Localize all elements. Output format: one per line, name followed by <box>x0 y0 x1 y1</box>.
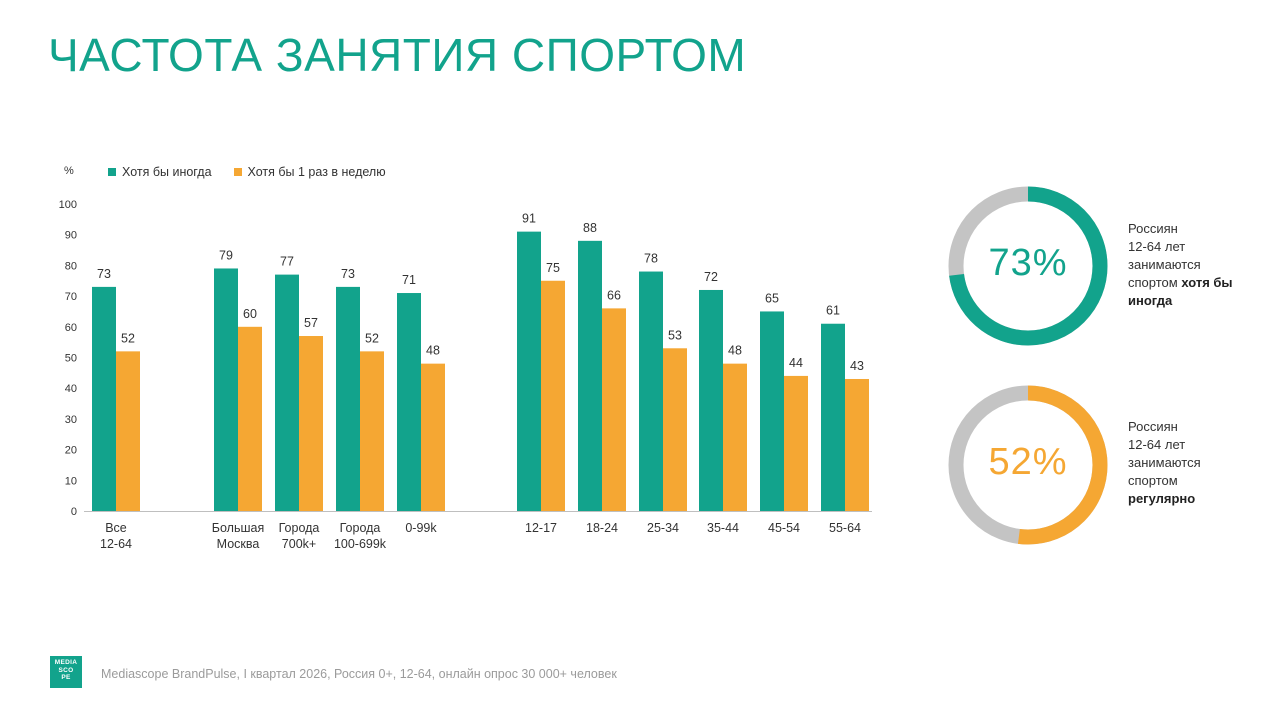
donut-2-caption: Россиян 12-64 лет занимаются спортом рег… <box>1128 418 1238 508</box>
data-label-series-1: 65 <box>765 291 779 305</box>
data-label-series-2: 48 <box>426 344 440 358</box>
data-label-series-1: 77 <box>280 255 294 269</box>
y-tick-label: 80 <box>65 260 77 272</box>
bar-series-1 <box>214 268 238 511</box>
x-tick-label: 100-699k <box>334 537 387 551</box>
data-label-series-1: 78 <box>644 252 658 266</box>
donut-1-caption-line: занимаются <box>1128 257 1201 272</box>
bar-series-2 <box>663 348 687 511</box>
bar-series-1 <box>397 293 421 511</box>
legend-label-series-1: Хотя бы иногда <box>122 165 212 179</box>
bar-series-1 <box>517 231 541 511</box>
data-label-series-1: 88 <box>583 221 597 235</box>
bar-series-2 <box>116 351 140 511</box>
data-label-series-1: 73 <box>97 267 111 281</box>
x-tick-label: 0-99k <box>405 521 437 535</box>
donut-2-caption-line: Россиян <box>1128 419 1178 434</box>
legend-label-series-2: Хотя бы 1 раз в неделю <box>247 165 386 179</box>
data-label-series-2: 57 <box>304 316 318 330</box>
data-label-series-1: 79 <box>219 248 233 262</box>
x-tick-label: 700k+ <box>282 537 316 551</box>
y-tick-label: 70 <box>65 291 77 303</box>
mediascope-logo: MEDIA SCO PE <box>50 656 82 688</box>
bar-series-2 <box>238 326 262 511</box>
data-label-series-1: 71 <box>402 273 416 287</box>
y-tick-label: 0 <box>71 506 77 518</box>
y-axis-unit-label: % <box>64 165 74 177</box>
legend-item-series-2: Хотя бы 1 раз в неделю <box>233 165 386 179</box>
donut-1-value-arc <box>948 186 1108 346</box>
x-tick-label: Москва <box>217 537 260 551</box>
chart-legend: Хотя бы иногда Хотя бы 1 раз в неделю <box>108 165 386 179</box>
page-title: ЧАСТОТА ЗАНЯТИЯ СПОРТОМ <box>48 29 747 81</box>
data-label-series-2: 48 <box>728 344 742 358</box>
y-tick-label: 50 <box>65 353 77 365</box>
y-tick-label: 30 <box>65 414 77 426</box>
bar-series-1 <box>275 274 299 511</box>
donut-2-caption-line: 12-64 лет <box>1128 437 1186 452</box>
bar-series-2 <box>602 308 626 511</box>
bar-series-1 <box>639 271 663 511</box>
x-tick-label: 18-24 <box>586 521 618 535</box>
x-tick-label: Все <box>105 521 127 535</box>
donut-1-caption-line: 12-64 лет <box>1128 239 1186 254</box>
donut-2-value-arc <box>948 385 1108 545</box>
y-tick-label: 60 <box>65 322 77 334</box>
donut-2-caption-bold: регулярно <box>1128 491 1196 506</box>
x-tick-label: Города <box>340 521 381 535</box>
data-label-series-2: 53 <box>668 328 682 342</box>
bar-series-1 <box>699 289 723 511</box>
donut-1-caption: Россиян 12-64 лет занимаются спортом хот… <box>1128 220 1238 310</box>
donut-2-caption-line: спортом <box>1128 473 1178 488</box>
donut-1-percent-label: 73% <box>988 242 1068 284</box>
donut-2-caption-line: занимаются <box>1128 455 1201 470</box>
x-tick-label: 55-64 <box>829 521 861 535</box>
donut-1-caption-line: Россиян <box>1128 221 1178 236</box>
y-tick-label: 40 <box>65 383 77 395</box>
x-tick-label: Большая <box>212 521 264 535</box>
footer-source: Mediascope BrandPulse, I квартал 2026, Р… <box>101 667 617 681</box>
x-tick-label: Города <box>279 521 320 535</box>
y-tick-label: 100 <box>59 199 77 211</box>
data-label-series-2: 43 <box>850 359 864 373</box>
donut-1-caption-bold: хотя бы иногда <box>1128 275 1233 308</box>
y-tick-label: 10 <box>65 475 77 487</box>
bar-series-1 <box>336 286 360 511</box>
data-label-series-2: 52 <box>365 331 379 345</box>
x-tick-label: 12-64 <box>100 537 132 551</box>
bar-series-2 <box>360 351 384 511</box>
x-tick-label: 12-17 <box>525 521 557 535</box>
donut-1-caption-line: спортом <box>1128 275 1182 290</box>
data-label-series-2: 75 <box>546 261 560 275</box>
data-label-series-1: 72 <box>704 270 718 284</box>
x-tick-label: 45-54 <box>768 521 800 535</box>
data-label-series-2: 52 <box>121 331 135 345</box>
bar-series-2 <box>845 378 869 511</box>
bar-series-2 <box>541 280 565 511</box>
data-label-series-1: 91 <box>522 212 536 226</box>
donut-2-percent-label: 52% <box>988 441 1068 483</box>
bar-series-1 <box>92 286 116 511</box>
x-tick-label: 25-34 <box>647 521 679 535</box>
data-label-series-1: 61 <box>826 304 840 318</box>
y-tick-label: 90 <box>65 230 77 242</box>
bar-series-1 <box>821 323 845 511</box>
y-tick-label: 20 <box>65 445 77 457</box>
bar-series-2 <box>784 375 808 511</box>
bar-series-1 <box>760 311 784 511</box>
bar-series-2 <box>421 363 445 511</box>
bar-series-1 <box>578 240 602 511</box>
data-label-series-1: 73 <box>341 267 355 281</box>
bar-series-2 <box>723 363 747 511</box>
data-label-series-2: 44 <box>789 356 803 370</box>
legend-swatch-series-1 <box>108 168 116 176</box>
bar-series-2 <box>299 336 323 511</box>
legend-item-series-1: Хотя бы иногда <box>108 165 212 179</box>
data-label-series-2: 60 <box>243 307 257 321</box>
x-tick-label: 35-44 <box>707 521 739 535</box>
data-label-series-2: 66 <box>607 288 621 302</box>
legend-swatch-series-2 <box>233 168 242 176</box>
